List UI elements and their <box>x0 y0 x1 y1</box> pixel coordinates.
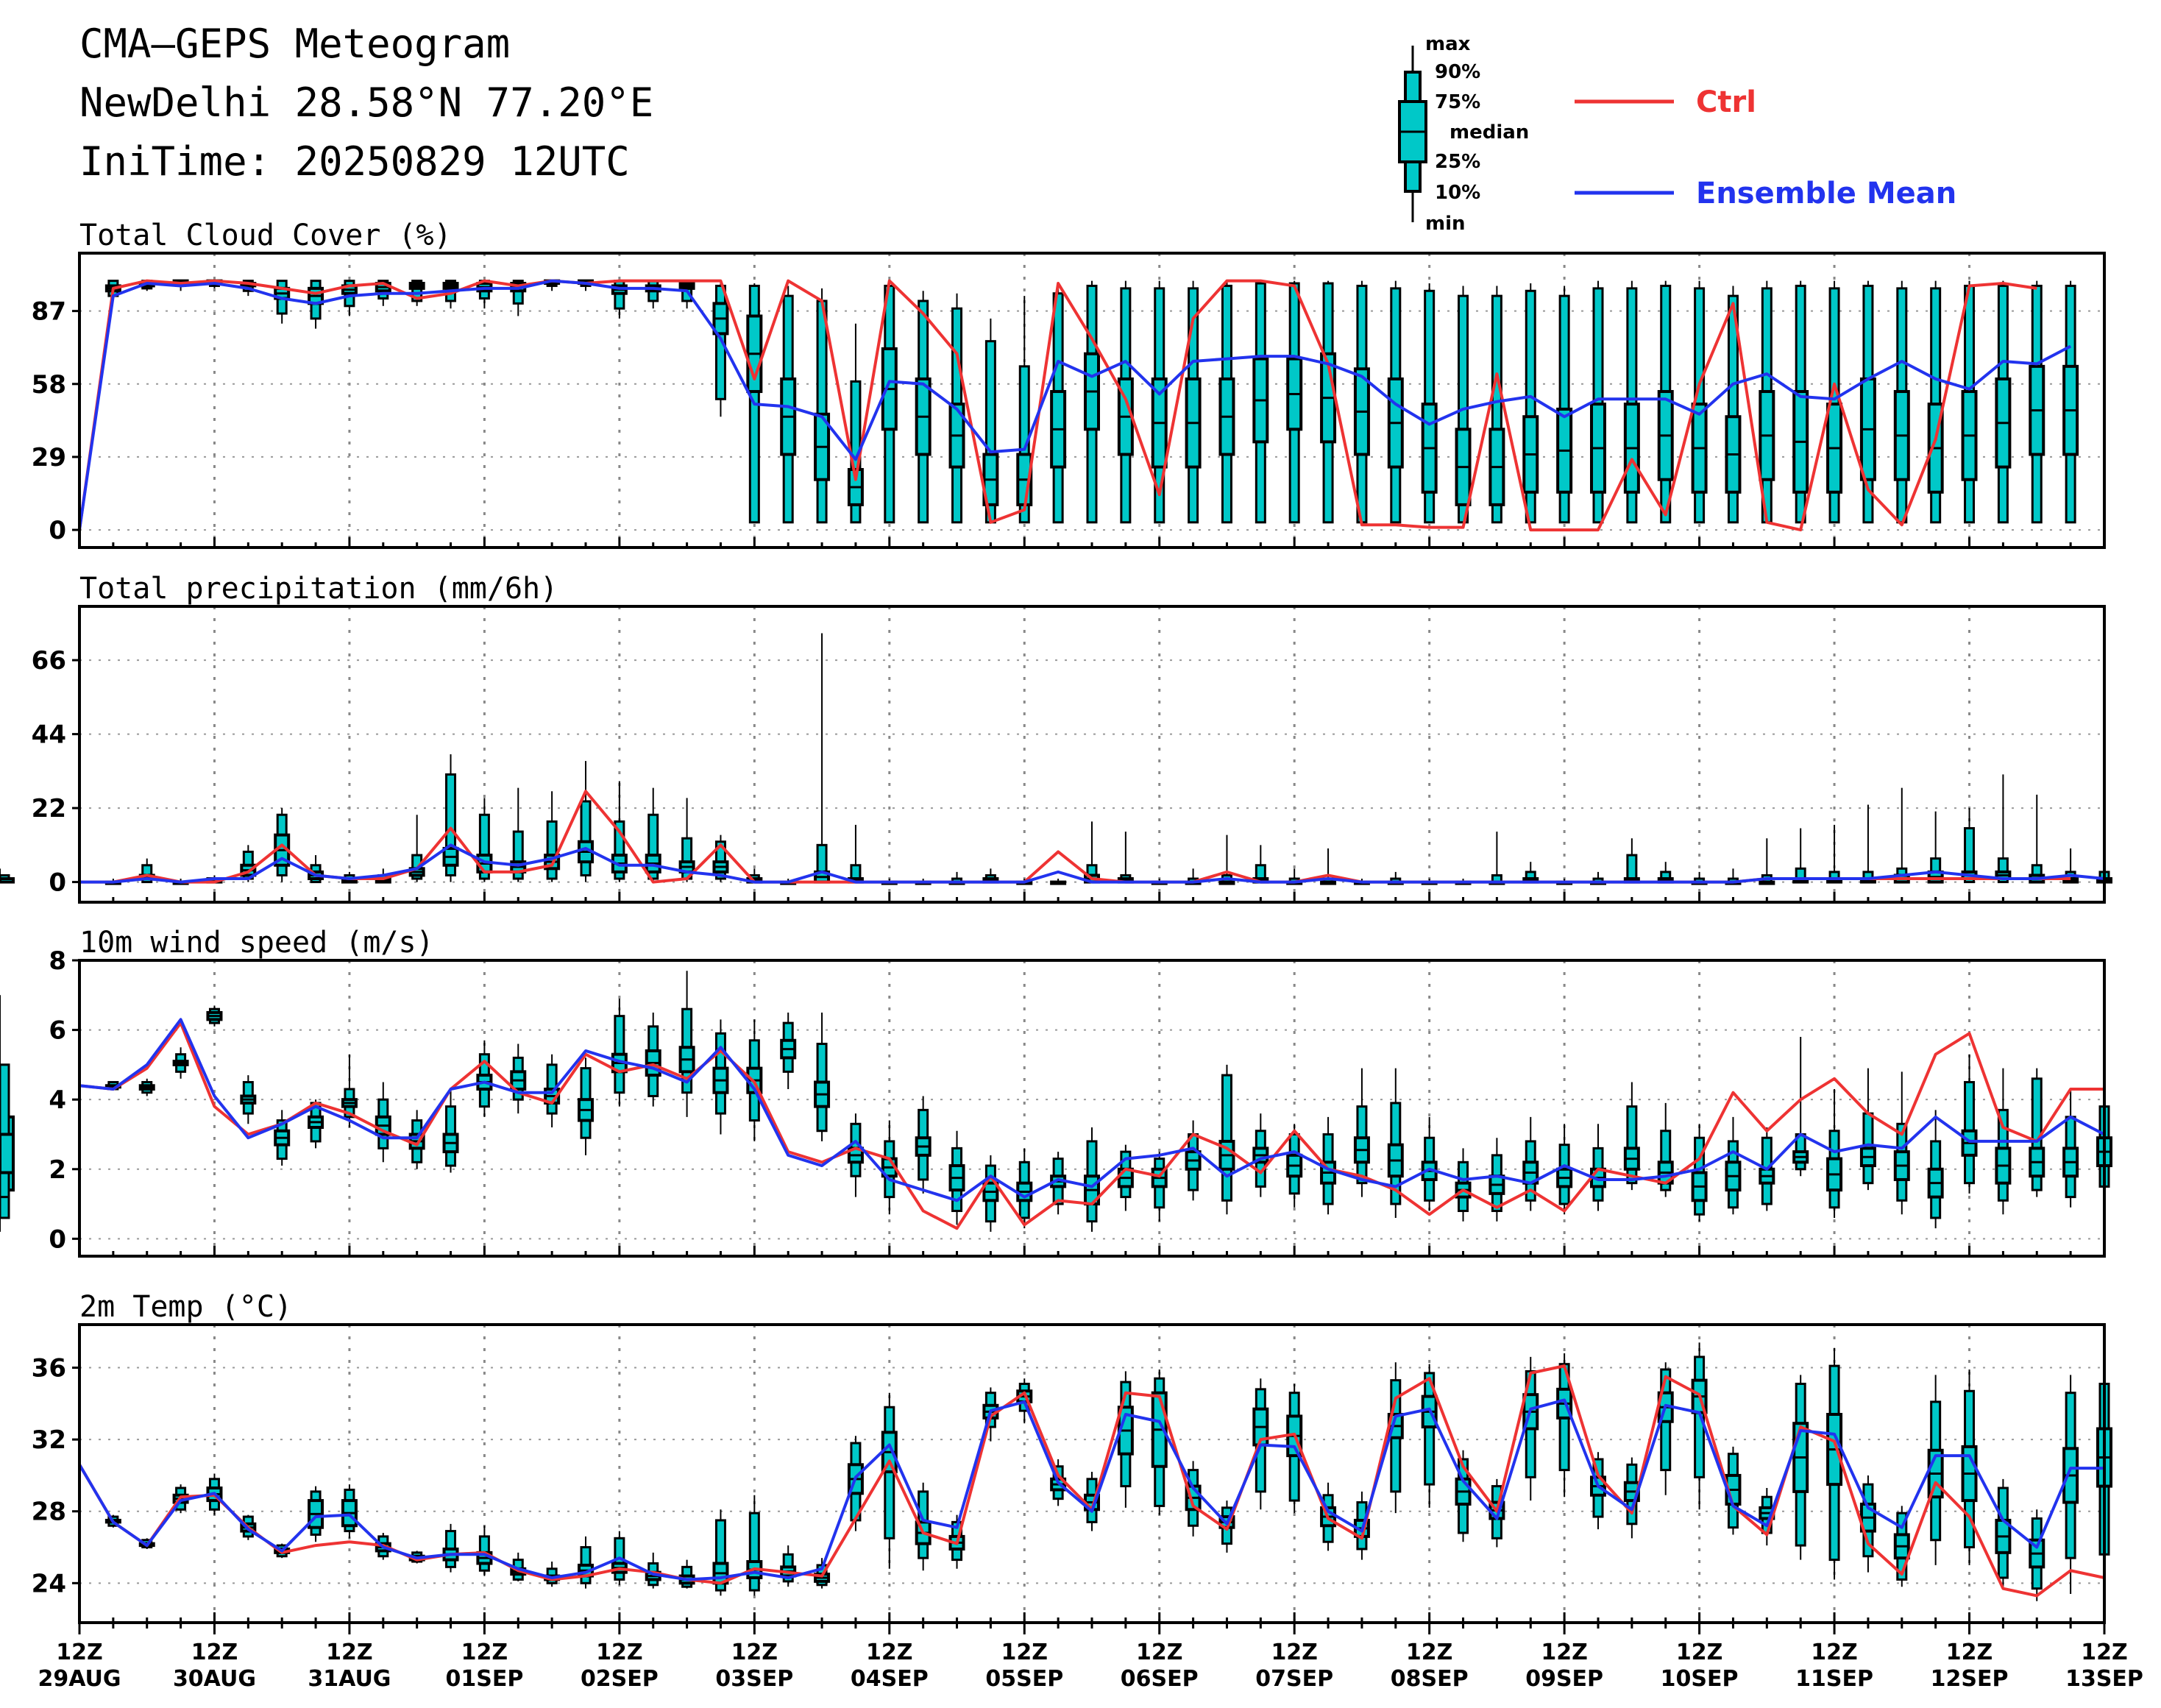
box-10-90 <box>0 1063 10 1199</box>
y-tick-label: 2 <box>49 1155 66 1185</box>
x-tick-hour-label: 12Z <box>1676 1640 1723 1665</box>
legend-box-label: min <box>1425 213 1466 235</box>
ensemble-mean-line <box>78 279 2072 531</box>
x-tick-hour-label: 12Z <box>1541 1640 1588 1665</box>
y-tick-label: 28 <box>32 1498 66 1527</box>
y-tick-label: 36 <box>32 1354 66 1383</box>
box-10-90 <box>580 800 592 876</box>
box-25-75 <box>0 1133 15 1174</box>
legend-box-label: 75% <box>1435 91 1480 113</box>
x-tick-hour-label: 12Z <box>1811 1640 1858 1665</box>
x-tick-date-label: 06SEP <box>1121 1666 1199 1692</box>
legend-ctrl-label: Ctrl <box>1696 85 1756 119</box>
x-tick-hour-label: 12Z <box>1946 1640 1993 1665</box>
ensemble-mean-line <box>79 843 2105 884</box>
box-10-90 <box>1626 1105 1638 1185</box>
y-tick-label: 44 <box>32 720 66 750</box>
y-tick-label: 0 <box>49 868 66 898</box>
y-tick-label: 22 <box>32 794 66 823</box>
y-tick-label: 87 <box>32 297 66 327</box>
x-tick-date-label: 12SEP <box>1931 1666 2009 1692</box>
y-tick-label: 24 <box>32 1569 66 1598</box>
x-tick-hour-label: 12Z <box>461 1640 508 1665</box>
y-tick-label: 6 <box>49 1016 66 1046</box>
x-tick-date-label: 03SEP <box>715 1666 793 1692</box>
x-tick-date-label: 30AUG <box>173 1666 256 1692</box>
x-tick-date-label: 07SEP <box>1255 1666 1333 1692</box>
x-tick-hour-label: 12Z <box>731 1640 778 1665</box>
x-tick-date-label: 08SEP <box>1391 1666 1469 1692</box>
box-25-75 <box>0 877 15 884</box>
y-tick-label: 0 <box>49 516 66 545</box>
y-tick-label: 58 <box>32 370 66 400</box>
x-tick-date-label: 04SEP <box>851 1666 929 1692</box>
x-tick-date-label: 29AUG <box>38 1666 121 1692</box>
panel-title: Total Cloud Cover (%) <box>79 219 452 252</box>
chart-title: CMA—GEPS Meteogram <box>79 21 511 67</box>
legend-box-label: median <box>1449 121 1529 143</box>
y-tick-label: 8 <box>49 946 66 976</box>
legend-box-label: max <box>1425 33 1471 55</box>
legend-box-label: 25% <box>1435 151 1480 173</box>
x-tick-hour-label: 12Z <box>2081 1640 2128 1665</box>
x-tick-date-label: 10SEP <box>1661 1666 1739 1692</box>
y-tick-label: 4 <box>49 1085 66 1115</box>
ensemble-mean-line <box>79 1018 2105 1202</box>
legend-box-label: 10% <box>1435 182 1480 204</box>
x-tick-date-label: 31AUG <box>308 1666 391 1692</box>
x-tick-hour-label: 12Z <box>1001 1640 1048 1665</box>
x-tick-hour-label: 12Z <box>866 1640 913 1665</box>
y-tick-label: 29 <box>32 443 66 472</box>
box-10-90 <box>1221 1074 1232 1202</box>
x-tick-hour-label: 12Z <box>56 1640 103 1665</box>
location-label: NewDelhi 28.58°N 77.20°E <box>79 79 654 126</box>
ensemble-mean-line <box>78 1398 2104 1581</box>
legend-box-label: 90% <box>1435 61 1480 83</box>
box-10-90 <box>1964 827 1976 884</box>
x-tick-hour-label: 12Z <box>326 1640 373 1665</box>
y-tick-label: 32 <box>32 1425 66 1455</box>
legend-mean-label: Ensemble Mean <box>1696 177 1956 210</box>
x-tick-date-label: 11SEP <box>1795 1666 1873 1692</box>
panel-title: 2m Temp (°C) <box>79 1290 292 1324</box>
ctrl-line <box>79 1021 2104 1230</box>
x-tick-date-label: 13SEP <box>2065 1666 2143 1692</box>
x-tick-hour-label: 12Z <box>1136 1640 1183 1665</box>
y-tick-label: 0 <box>49 1225 66 1254</box>
panel-title: Total precipitation (mm/6h) <box>79 572 558 606</box>
panel-title: 10m wind speed (m/s) <box>79 926 434 960</box>
x-tick-hour-label: 12Z <box>596 1640 643 1665</box>
x-tick-date-label: 05SEP <box>985 1666 1063 1692</box>
box-10-90 <box>546 820 558 880</box>
ctrl-line <box>79 790 2071 884</box>
init-time-label: IniTime: 20250829 12UTC <box>79 138 630 185</box>
box-10-90 <box>816 300 828 524</box>
y-tick-label: 66 <box>32 646 66 676</box>
x-tick-hour-label: 12Z <box>1271 1640 1318 1665</box>
x-tick-hour-label: 12Z <box>1406 1640 1453 1665</box>
x-tick-date-label: 09SEP <box>1525 1666 1603 1692</box>
x-tick-date-label: 01SEP <box>445 1666 523 1692</box>
x-tick-date-label: 02SEP <box>581 1666 659 1692</box>
x-tick-hour-label: 12Z <box>191 1640 238 1665</box>
